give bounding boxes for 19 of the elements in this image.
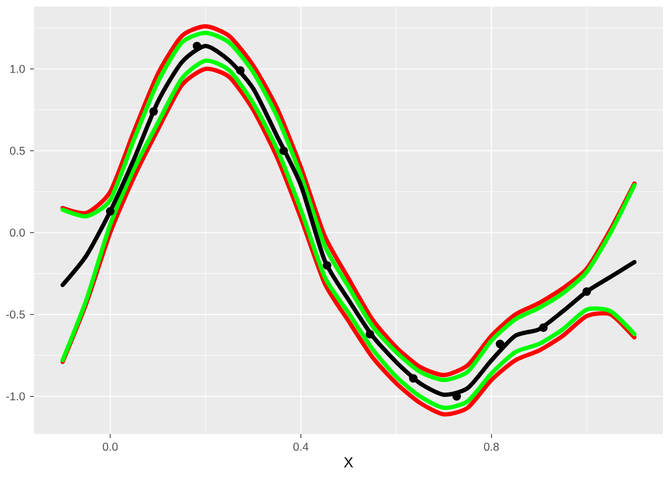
point bbox=[149, 107, 158, 116]
y-tick-label: -1.0 bbox=[6, 392, 25, 400]
point bbox=[409, 374, 418, 383]
x-tick-label: 0.0 bbox=[102, 442, 118, 451]
point bbox=[582, 287, 592, 296]
y-tick-label: 1.0 bbox=[10, 64, 25, 73]
y-tick-label: 0.5 bbox=[10, 146, 25, 155]
point bbox=[366, 330, 374, 338]
point bbox=[106, 207, 115, 216]
point bbox=[539, 323, 548, 332]
y-tick-label: -0.5 bbox=[6, 310, 25, 318]
y-tick-label: 0.0 bbox=[10, 228, 25, 237]
point bbox=[279, 146, 288, 156]
point bbox=[236, 66, 245, 75]
x-tick-label: 0.4 bbox=[293, 442, 308, 451]
x-axis-title: X bbox=[344, 457, 354, 468]
point bbox=[322, 261, 332, 270]
point bbox=[496, 340, 504, 348]
x-tick-label: 0.8 bbox=[484, 442, 499, 451]
